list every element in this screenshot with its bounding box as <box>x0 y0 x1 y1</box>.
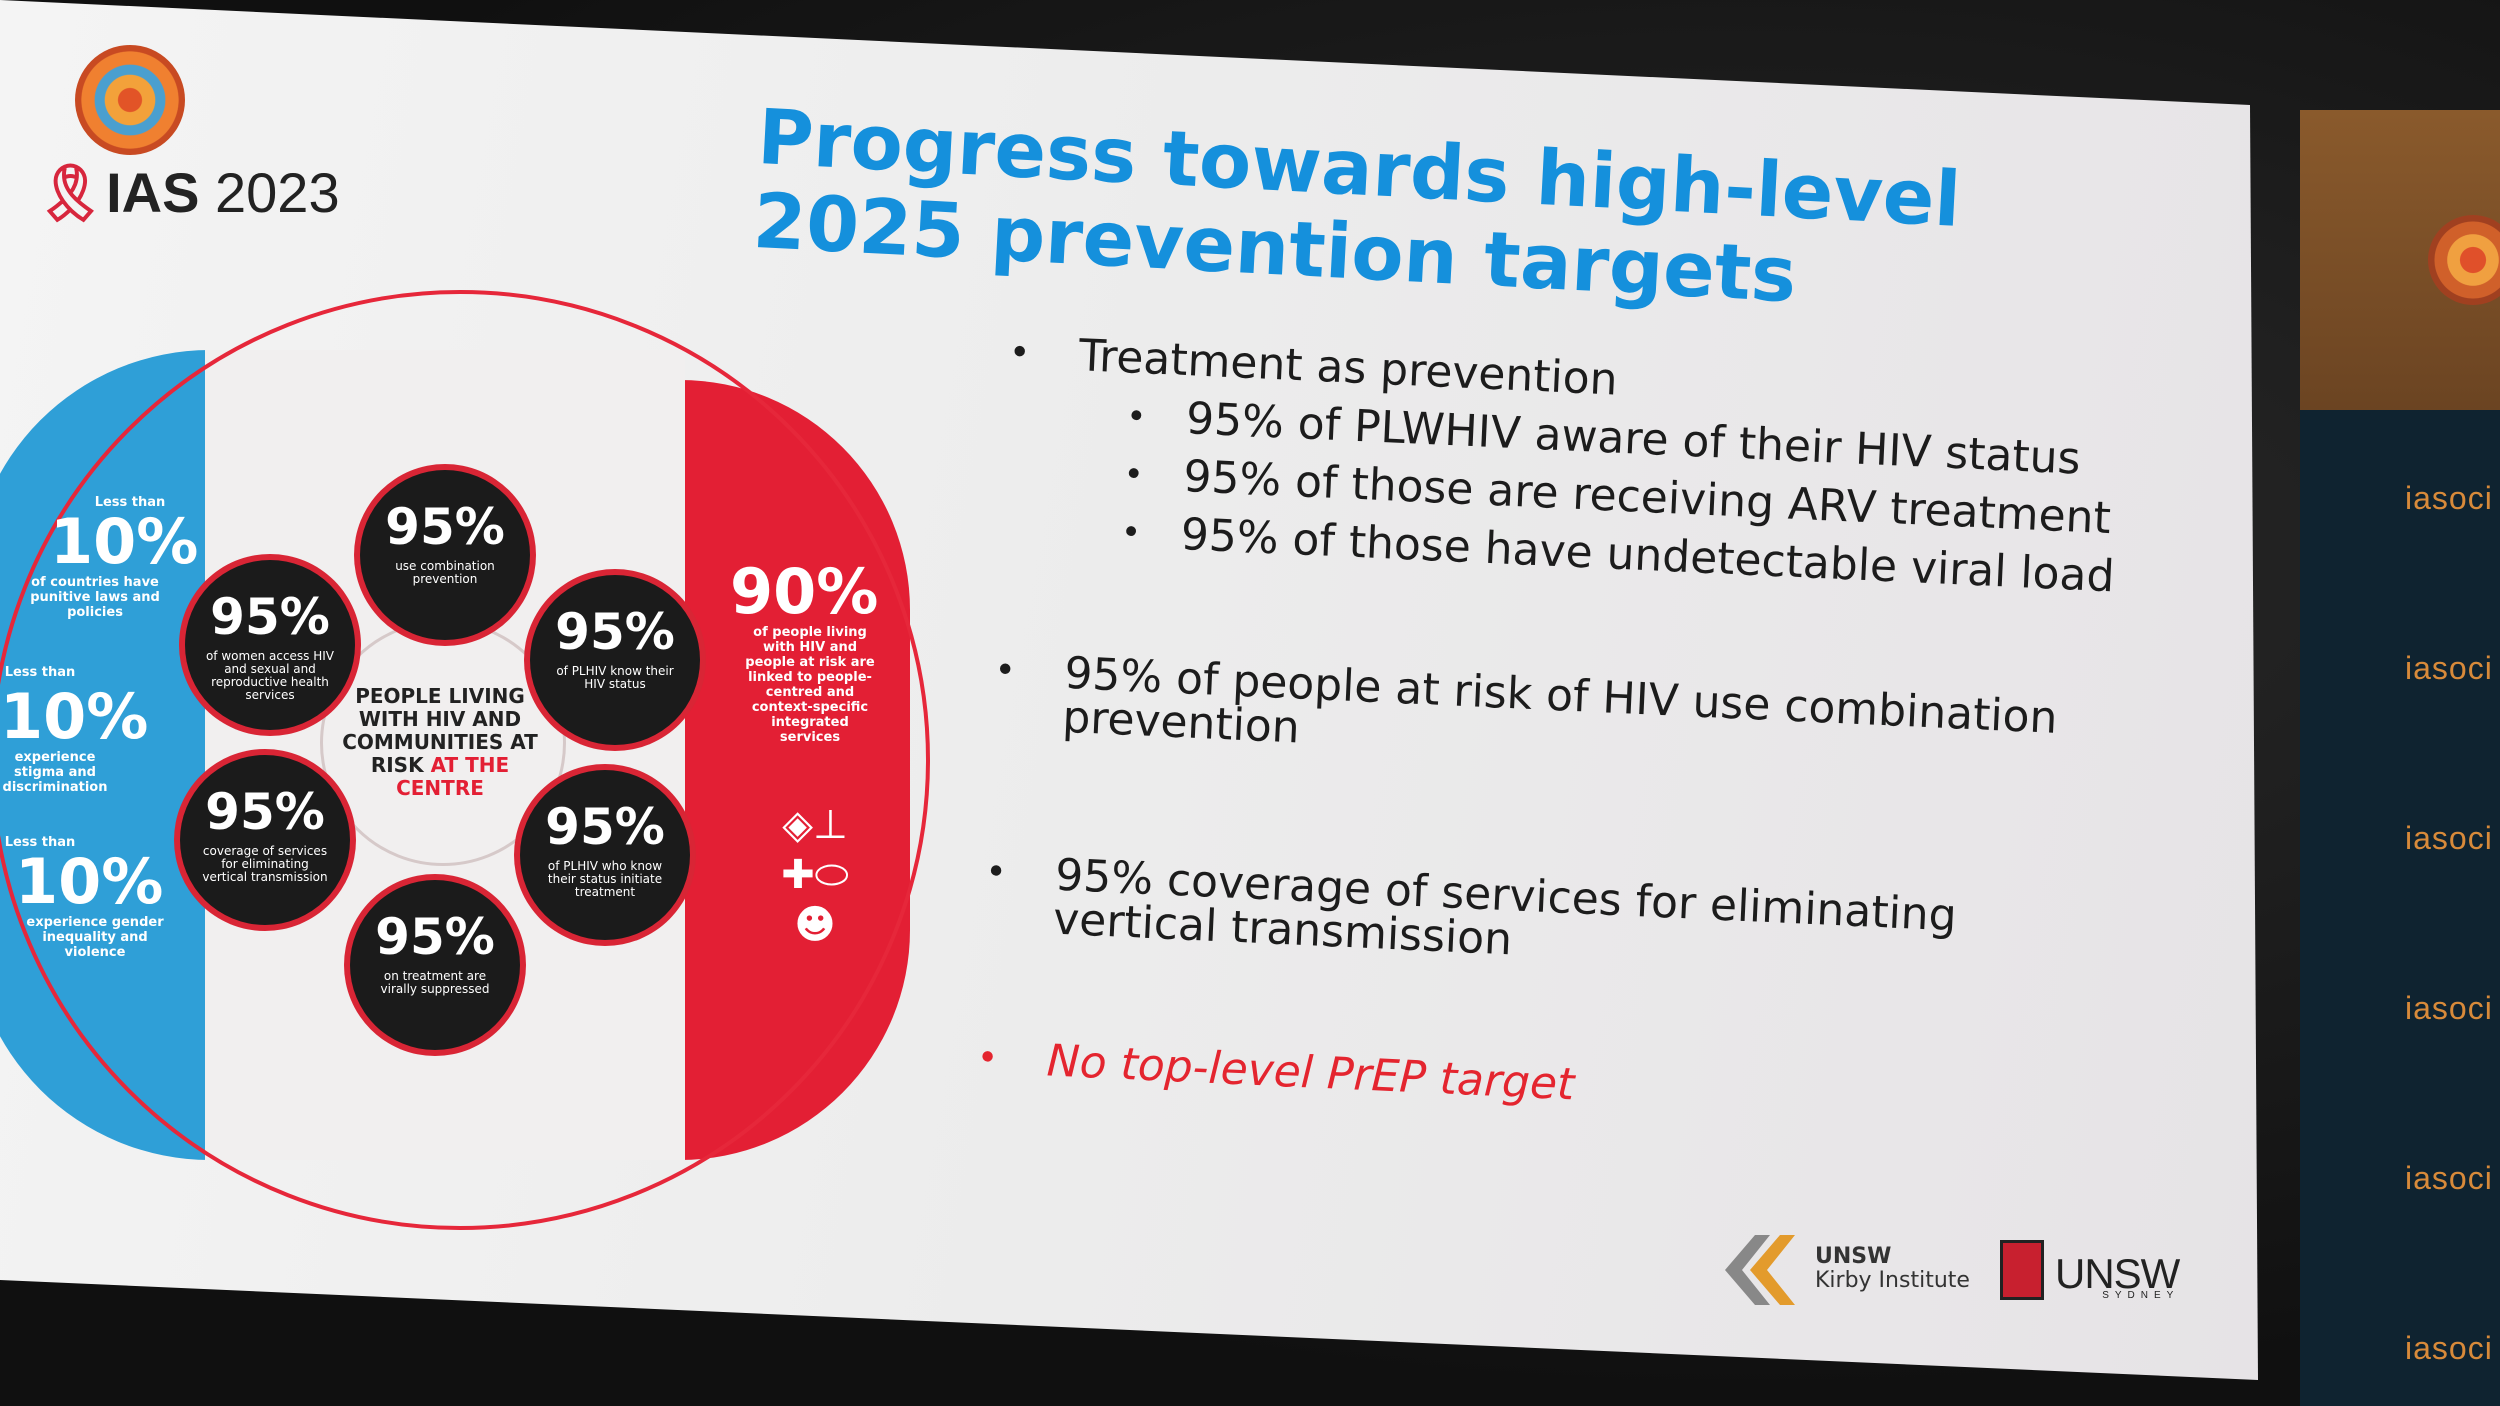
syringe-icon: ⊥ <box>812 802 848 848</box>
target-node: 95% on treatment are virally suppressed <box>350 880 520 1050</box>
pill-icon: ⬭ <box>814 852 849 898</box>
target-node: 95% of PLHIV know their HIV status <box>530 575 700 745</box>
bullet-dot-icon: • <box>1125 396 1148 438</box>
stat-prefix: Less than <box>4 665 76 680</box>
targets-infographic: Less than 10% of countries have punitive… <box>0 290 950 1250</box>
kirby-institute-logo: UNSW Kirby Institute <box>1815 1244 1970 1293</box>
ias-brand: IAS <box>106 161 200 224</box>
ias-mandala-icon <box>2428 215 2500 305</box>
bullet-dot-icon: • <box>1122 454 1145 496</box>
service-icons: ◈⊥ ✚⬭ ☻ <box>760 800 870 950</box>
stat-prefix: Less than <box>4 835 76 850</box>
backdrop-word: iasoci <box>2405 650 2493 686</box>
projected-slide: 🎗︎IAS 2023 Progress towards high-level 2… <box>0 0 2258 1380</box>
target-node: 95% coverage of services for eliminating… <box>180 755 350 925</box>
stat-caption: of people living with HIV and people at … <box>745 625 875 745</box>
stat-left-2: 10% <box>0 680 149 753</box>
ias-2023-logo: 🎗︎IAS 2023 <box>35 160 340 226</box>
bullet-dot-icon: • <box>984 851 1008 894</box>
target-node: 95% use combination prevention <box>360 470 530 640</box>
stat-left-1: 10% <box>50 505 199 578</box>
backdrop-word: iasoci <box>2405 1160 2493 1196</box>
medical-cross-icon: ✚ <box>781 852 815 898</box>
unsw-logo: UNSW SYDNEY <box>2055 1250 2180 1301</box>
stat-right: 90% <box>730 555 879 628</box>
bullet-dot-icon: • <box>1120 512 1142 554</box>
ias-year: 2023 <box>215 161 340 224</box>
target-node: 95% of women access HIV and sexual and r… <box>185 560 355 730</box>
stat-left-3: 10% <box>15 845 164 918</box>
target-node: 95% of PLHIV who know their status initi… <box>520 770 690 940</box>
outer-ring <box>0 290 930 1230</box>
stat-caption: experience gender inequality and violenc… <box>26 915 164 960</box>
backdrop-word: iasoci <box>2405 820 2493 856</box>
backdrop-word: iasoci <box>2405 990 2493 1026</box>
aids-ribbon-icon: 🎗︎ <box>35 161 107 224</box>
stat-prefix: Less than <box>94 495 166 510</box>
kirby-k-icon <box>1725 1235 1795 1305</box>
backdrop-word: iasoci <box>2405 480 2493 516</box>
stage-backdrop-panel: iasoci iasoci iasoci iasoci iasoci iasoc… <box>2300 110 2500 1406</box>
diamond-icon: ◈ <box>782 802 813 848</box>
bullet-dot-icon: • <box>1008 331 1032 374</box>
bullet-dot-icon: • <box>976 1037 1000 1080</box>
bullet-dot-icon: • <box>993 649 1017 692</box>
people-icon: ☻ <box>794 902 836 948</box>
backdrop-word: iasoci <box>2405 1330 2493 1366</box>
stat-caption: experience stigma and discrimination <box>2 750 108 795</box>
ias-mandala-logo-icon <box>75 45 185 155</box>
stat-caption: of countries have punitive laws and poli… <box>30 575 160 620</box>
unsw-crest-icon <box>2000 1240 2044 1300</box>
center-label: PEOPLE LIVING WITH HIV AND COMMUNITIES A… <box>342 684 538 800</box>
